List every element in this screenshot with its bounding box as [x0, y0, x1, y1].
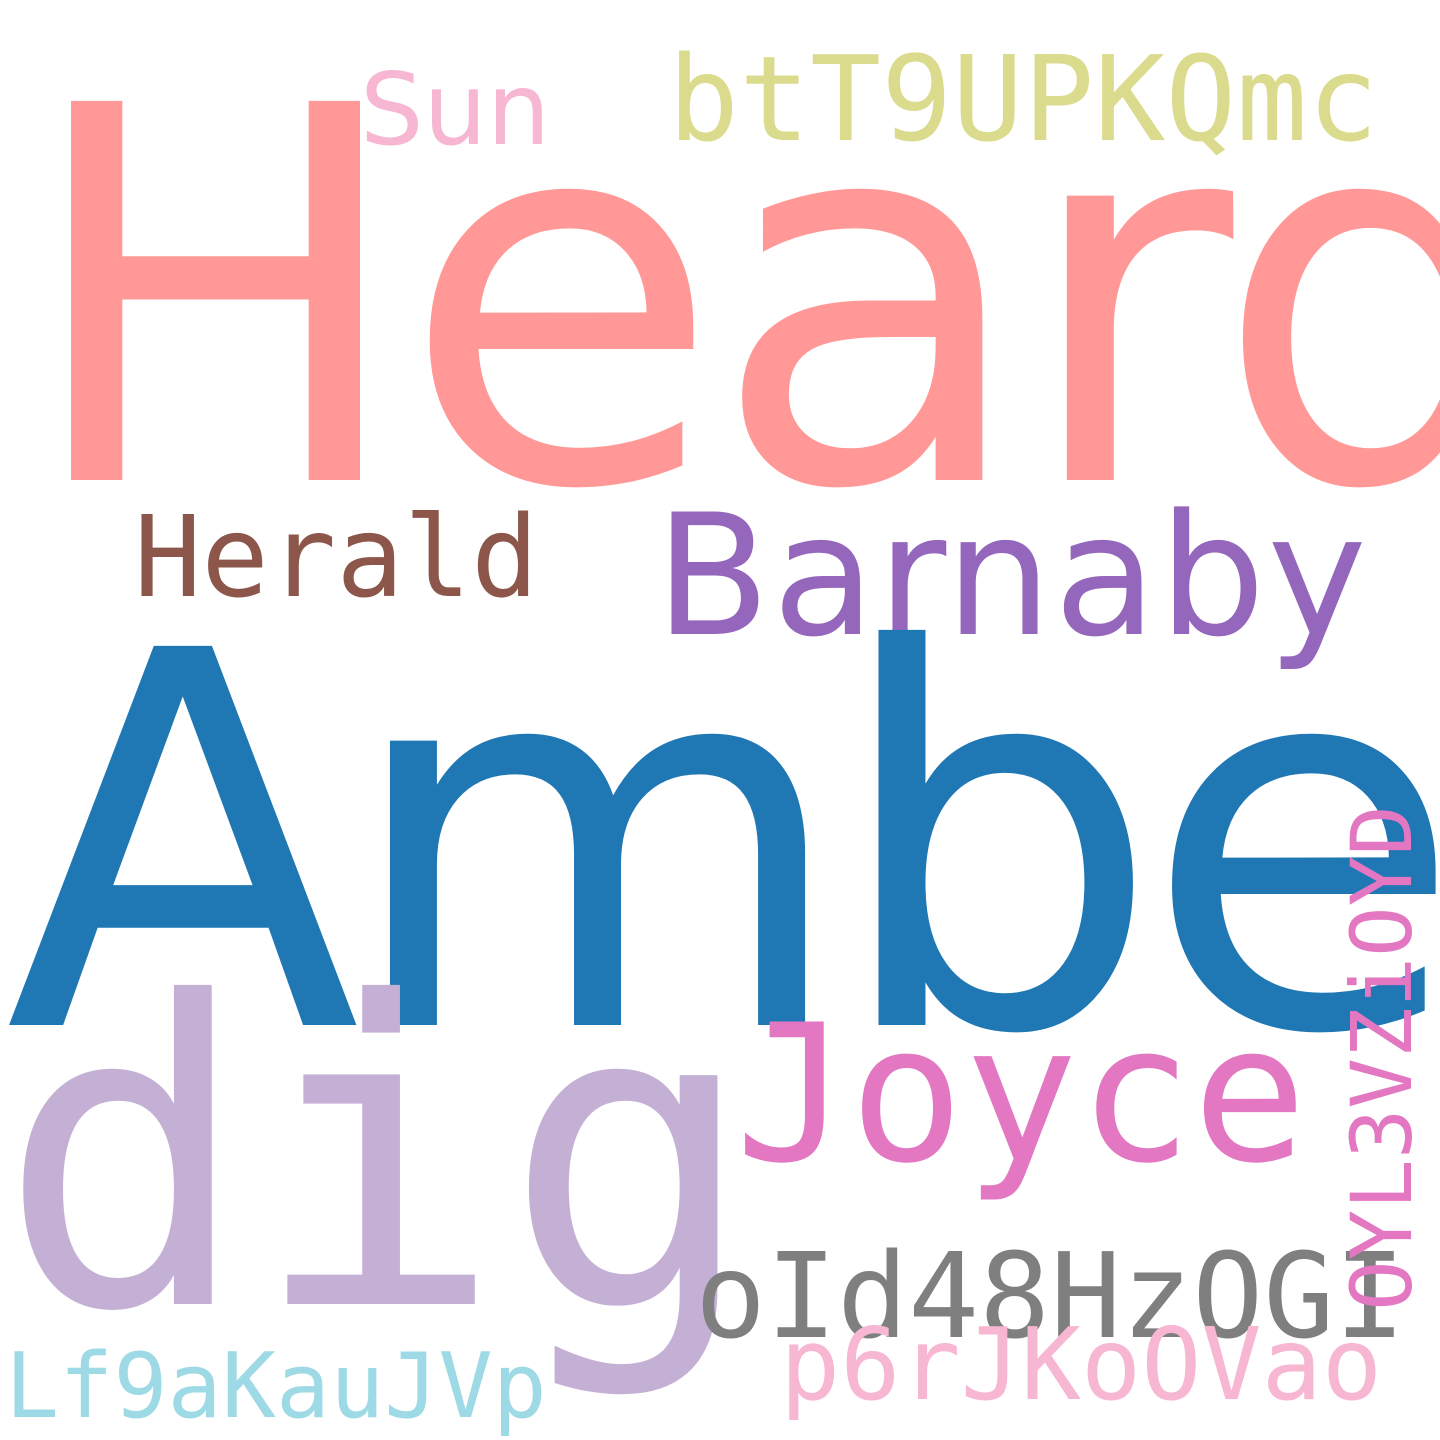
word-dig: dig: [0, 915, 757, 1404]
word-herald: Herald: [134, 493, 539, 623]
word-p6rjkoovao: p6rJKoOVao: [780, 1306, 1383, 1423]
word-btt9upkqmc: btT9UPKQmc: [668, 30, 1379, 168]
word-sun: Sun: [360, 51, 551, 168]
word-amber: Amber: [5, 542, 1440, 1148]
word-lf9akaujvp: Lf9aKauJVp: [5, 1334, 547, 1439]
word-barnaby: Barnaby: [655, 478, 1369, 674]
word-joyce: Joyce: [735, 984, 1307, 1205]
word-oid48hzogi: oId48HzOGI: [695, 1227, 1406, 1365]
word-oyl3vzioyd: OYL3VZiOYD: [1333, 805, 1431, 1311]
word-heard: Heard: [20, 0, 1440, 603]
